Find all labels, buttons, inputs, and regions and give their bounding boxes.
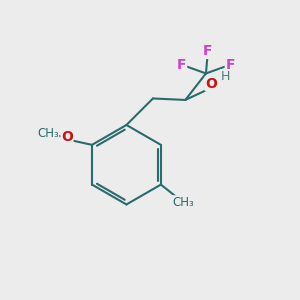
Text: F: F <box>225 58 235 72</box>
Text: O: O <box>61 130 73 145</box>
Text: CH₃: CH₃ <box>172 196 194 209</box>
Text: F: F <box>203 44 212 58</box>
Text: H: H <box>220 70 230 83</box>
Text: F: F <box>177 58 187 72</box>
Text: CH₃: CH₃ <box>37 128 59 140</box>
Text: O: O <box>205 77 217 91</box>
